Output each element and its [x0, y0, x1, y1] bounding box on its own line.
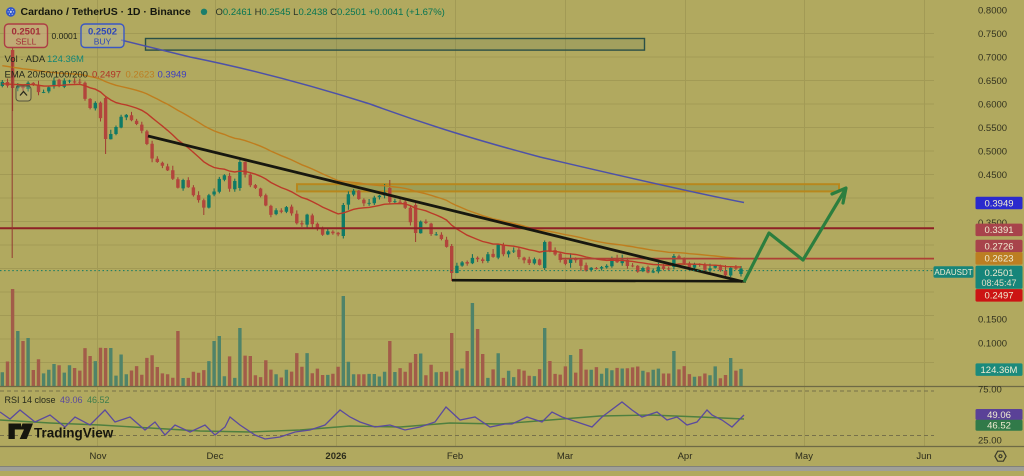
svg-text:0.2502: 0.2502	[88, 27, 117, 38]
svg-text:O0.2461 H0.2545 L0.2438 C0.250: O0.2461 H0.2545 L0.2438 C0.2501 +0.0041 …	[216, 7, 445, 18]
svg-text:Apr: Apr	[678, 451, 693, 462]
svg-text:0.5500: 0.5500	[978, 123, 1007, 134]
svg-text:49.06: 49.06	[60, 395, 83, 405]
svg-text:46.52: 46.52	[87, 395, 110, 405]
svg-text:Vol · ADA: Vol · ADA	[5, 54, 46, 65]
svg-text:Jun: Jun	[916, 451, 931, 462]
svg-text:124.36M: 124.36M	[981, 365, 1018, 376]
svg-text:124.36M: 124.36M	[47, 54, 84, 65]
svg-text:0.5000: 0.5000	[978, 146, 1007, 157]
svg-text:Feb: Feb	[447, 451, 463, 462]
svg-text:25.00: 25.00	[978, 435, 1002, 446]
svg-text:Mar: Mar	[557, 451, 573, 462]
svg-text:Cardano / TetherUS · 1D · Bina: Cardano / TetherUS · 1D · Binance	[21, 6, 191, 18]
svg-text:0.2623: 0.2623	[126, 69, 155, 80]
svg-text:0.6500: 0.6500	[978, 76, 1007, 87]
svg-text:Nov: Nov	[90, 451, 107, 462]
svg-text:Dec: Dec	[207, 451, 224, 462]
svg-text:2026: 2026	[325, 451, 346, 462]
svg-text:0.4500: 0.4500	[978, 170, 1007, 181]
svg-text:EMA 20/50/100/200: EMA 20/50/100/200	[5, 69, 88, 80]
svg-text:0.2623: 0.2623	[984, 254, 1013, 265]
svg-text:0.2726: 0.2726	[984, 241, 1013, 252]
svg-text:0.1000: 0.1000	[978, 338, 1007, 349]
svg-text:ADAUSDT: ADAUSDT	[934, 268, 972, 277]
svg-text:0.1500: 0.1500	[978, 314, 1007, 325]
svg-text:0.3391: 0.3391	[984, 225, 1013, 236]
svg-text:0.2497: 0.2497	[984, 291, 1013, 302]
svg-text:0.3949: 0.3949	[158, 69, 187, 80]
svg-text:0.7500: 0.7500	[978, 29, 1007, 40]
svg-text:0.7000: 0.7000	[978, 52, 1007, 63]
svg-text:49.06: 49.06	[987, 410, 1011, 421]
svg-text:75.00: 75.00	[978, 384, 1002, 395]
svg-text:May: May	[795, 451, 813, 462]
svg-text:46.52: 46.52	[987, 421, 1011, 432]
svg-text:0.2501: 0.2501	[984, 268, 1013, 279]
svg-text:0.8000: 0.8000	[978, 5, 1007, 16]
svg-text:0.3949: 0.3949	[984, 198, 1013, 209]
svg-text:08:45:47: 08:45:47	[981, 278, 1016, 288]
svg-text:0.2497: 0.2497	[92, 69, 121, 80]
svg-text:0.6000: 0.6000	[978, 99, 1007, 110]
svg-text:BUY: BUY	[94, 37, 112, 47]
svg-text:TradingView: TradingView	[34, 426, 114, 441]
svg-text:0.3500: 0.3500	[978, 218, 1007, 229]
svg-text:RSI 14 close: RSI 14 close	[5, 395, 56, 405]
svg-text:SELL: SELL	[16, 37, 37, 47]
svg-text:0.2501: 0.2501	[11, 27, 41, 38]
svg-text:0.0001: 0.0001	[52, 31, 78, 41]
